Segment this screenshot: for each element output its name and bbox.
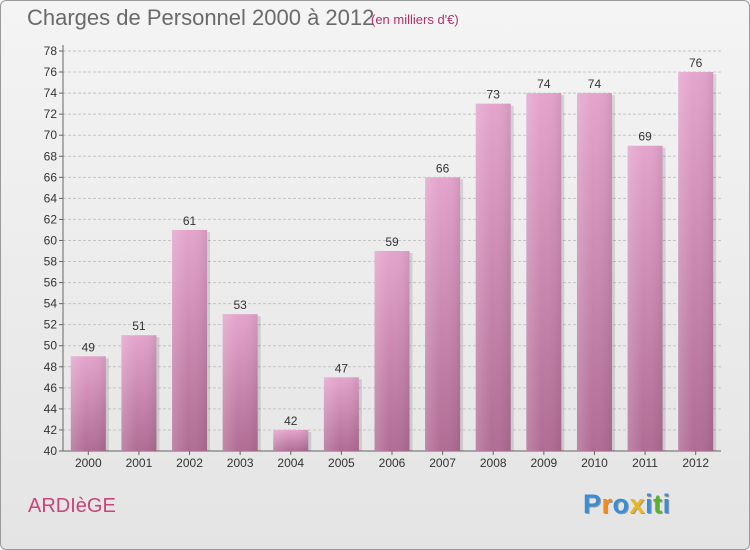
logo-letter: t <box>653 489 663 519</box>
bar-shine <box>425 177 461 451</box>
logo-letter: i <box>662 489 671 519</box>
x-tick-label: 2012 <box>682 456 709 470</box>
y-tick-label: 76 <box>44 65 58 79</box>
y-tick-label: 70 <box>44 128 58 142</box>
bar-shine <box>323 377 359 451</box>
logo-letter: o <box>612 489 630 519</box>
x-tick-label: 2004 <box>277 456 304 470</box>
x-tick-label: 2005 <box>328 456 355 470</box>
y-tick-label: 56 <box>44 276 58 290</box>
y-tick-label: 54 <box>44 297 58 311</box>
labels: 40 42 44 46 48 50 52 54 56 58 60 62 64 66 68 70 72 74 76 78… <box>44 44 710 470</box>
proxiti-logo[interactable]: Proxiti <box>583 489 671 520</box>
value-label: 74 <box>588 77 602 91</box>
bar-shine <box>222 314 258 451</box>
value-label: 76 <box>689 56 703 70</box>
bar-shine <box>273 429 309 451</box>
logo-letter: x <box>629 489 646 519</box>
bar-shine <box>475 103 511 451</box>
bar-shine <box>526 93 562 452</box>
value-label: 59 <box>385 235 399 249</box>
value-label: 69 <box>638 130 652 144</box>
y-tick-label: 46 <box>44 381 58 395</box>
x-tick-label: 2007 <box>429 456 456 470</box>
x-tick-label: 2006 <box>379 456 406 470</box>
y-tick-label: 62 <box>44 212 58 226</box>
value-label: 42 <box>284 414 298 428</box>
y-tick-label: 66 <box>44 170 58 184</box>
x-tick-label: 2000 <box>75 456 102 470</box>
x-tick-label: 2001 <box>126 456 153 470</box>
y-tick-label: 42 <box>44 423 58 437</box>
value-label: 51 <box>132 319 146 333</box>
bar-shine <box>121 335 157 451</box>
y-tick-label: 78 <box>44 44 58 58</box>
x-tick-label: 2009 <box>530 456 557 470</box>
value-label: 74 <box>537 77 551 91</box>
x-tick-label: 2003 <box>227 456 254 470</box>
y-tick-label: 68 <box>44 149 58 163</box>
value-label: 53 <box>233 298 247 312</box>
bar-shine <box>374 251 410 451</box>
x-tick-label: 2008 <box>480 456 507 470</box>
x-tick-label: 2002 <box>176 456 203 470</box>
y-tick-label: 44 <box>44 402 58 416</box>
logo-letter: P <box>583 489 602 519</box>
value-label: 73 <box>487 88 501 102</box>
value-label: 66 <box>436 161 450 175</box>
logo-letter: i <box>645 489 654 519</box>
value-label: 61 <box>183 214 197 228</box>
logo-letter: r <box>601 489 613 519</box>
bar-shine <box>678 72 714 451</box>
y-tick-label: 52 <box>44 318 58 332</box>
y-tick-label: 64 <box>44 191 58 205</box>
y-tick-label: 72 <box>44 107 58 121</box>
bar-shine <box>627 145 663 451</box>
bar-shine <box>70 356 106 451</box>
chart-subtitle: (en milliers d'€) <box>371 12 459 27</box>
y-tick-label: 40 <box>44 444 58 458</box>
y-tick-label: 60 <box>44 233 58 247</box>
value-label: 49 <box>82 340 96 354</box>
bar-shine <box>172 229 208 451</box>
bars <box>70 72 717 452</box>
y-tick-label: 58 <box>44 255 58 269</box>
commune-name: ARDIèGE <box>28 495 116 517</box>
value-label: 47 <box>335 361 349 375</box>
y-tick-label: 48 <box>44 360 58 374</box>
y-tick-label: 50 <box>44 339 58 353</box>
x-tick-label: 2011 <box>632 456 658 470</box>
y-tick-label: 74 <box>44 86 58 100</box>
bar-shine <box>576 93 612 452</box>
x-tick-label: 2010 <box>581 456 608 470</box>
chart-title: Charges de Personnel 2000 à 2012 <box>27 5 375 30</box>
